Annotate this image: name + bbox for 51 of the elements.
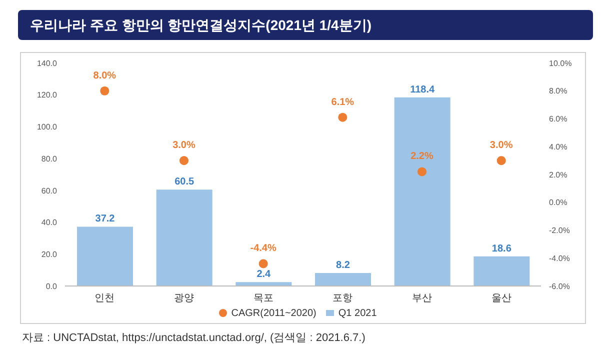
y-tick-label: 40.0 — [41, 218, 58, 228]
y-tick-label: 140.0 — [36, 58, 58, 68]
data-label: 18.6 — [492, 243, 512, 254]
x-tick-label: 울산 — [491, 293, 512, 304]
point — [258, 259, 268, 268]
bar — [236, 282, 292, 286]
bar — [77, 226, 133, 286]
data-label: -4.4% — [250, 243, 276, 254]
y-tick-label: 100.0 — [36, 122, 58, 132]
y2-tick-label: 0.0% — [549, 198, 568, 208]
y2-tick-label: 8.0% — [549, 86, 568, 96]
y2-tick-label: -4.0% — [549, 254, 570, 263]
x-tick-label: 인천 — [94, 293, 115, 304]
y-tick-label: 120.0 — [36, 90, 58, 100]
y2-tick-label: 6.0% — [549, 114, 568, 124]
x-tick-label: 부산 — [412, 293, 432, 304]
point — [338, 112, 348, 122]
data-label: 3.0% — [490, 140, 513, 152]
y-tick-label: 60.0 — [41, 186, 58, 196]
y2-tick-label: -6.0% — [549, 282, 570, 291]
data-label: 2.4 — [256, 269, 272, 280]
y-tick-label: 80.0 — [41, 154, 58, 164]
x-tick-label: 포항 — [332, 293, 353, 304]
data-label: 60.5 — [174, 176, 194, 188]
data-label: 8.2 — [336, 260, 350, 271]
data-label: 37.2 — [95, 214, 116, 225]
point — [496, 156, 506, 166]
x-tick-label: 목포 — [253, 293, 274, 304]
y2-tick-label: 4.0% — [549, 142, 568, 152]
point — [179, 156, 189, 166]
y-tick-label: 20.0 — [41, 250, 58, 259]
chart-title: 우리나라 주요 항만의 항만연결성지수(2021년 1/4분기) — [18, 10, 593, 40]
data-label: 118.4 — [410, 84, 435, 96]
y2-tick-label: 2.0% — [549, 170, 568, 180]
data-label: 3.0% — [172, 140, 196, 152]
point — [417, 167, 427, 176]
x-tick-label: 광양 — [174, 293, 194, 304]
bar — [474, 256, 530, 286]
legend-label: Q1 2021 — [338, 308, 377, 319]
legend-label: CAGR(2011~2020) — [231, 308, 316, 319]
bar — [156, 190, 212, 286]
y-tick-label: 0.0 — [46, 282, 58, 291]
y2-tick-label: 10.0% — [549, 58, 572, 68]
y2-tick-label: -2.0% — [549, 226, 570, 236]
data-label: 8.0% — [93, 70, 116, 82]
bar — [394, 97, 450, 286]
bar — [315, 272, 371, 286]
data-label: 2.2% — [410, 151, 434, 162]
point — [100, 86, 110, 96]
data-label: 6.1% — [331, 96, 354, 108]
text: 자료 : UNCTADstat, https://unctadstat.unctad.org/, (검색일 : 2021.6.7.) — [22, 331, 366, 345]
